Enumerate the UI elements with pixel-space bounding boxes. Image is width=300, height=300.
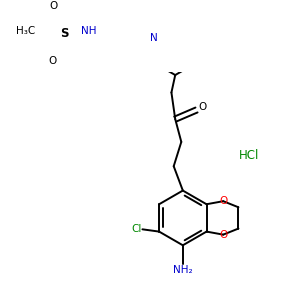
Text: S: S — [60, 27, 69, 40]
Text: NH: NH — [81, 26, 97, 36]
Text: O: O — [48, 56, 56, 66]
Text: NH₂: NH₂ — [173, 265, 193, 275]
Text: HCl: HCl — [239, 149, 259, 162]
Text: N: N — [150, 33, 158, 43]
Text: O: O — [199, 102, 207, 112]
Text: O: O — [50, 1, 58, 11]
Text: O: O — [219, 196, 227, 206]
Text: O: O — [219, 230, 227, 240]
Text: H₃C: H₃C — [16, 26, 36, 36]
Text: Cl: Cl — [131, 224, 142, 234]
